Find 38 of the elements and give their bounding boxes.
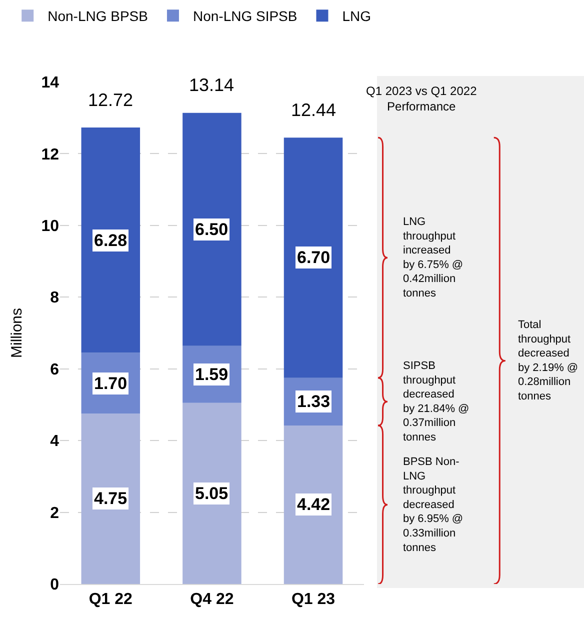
text: SIPSB throughput decreased by 21.84% @ 0.37million tonnes bbox=[403, 360, 470, 444]
text: BPSB Non- LNG throughput decreased by 6.95% @ 0.33million tonnes bbox=[403, 456, 464, 554]
y-tick-label: 4 bbox=[50, 433, 60, 450]
data-label: 5.05 bbox=[195, 484, 228, 503]
data-label: 1.59 bbox=[195, 365, 228, 384]
bar bbox=[81, 128, 140, 353]
data-label: 1.33 bbox=[297, 392, 330, 411]
legend-label: Non-LNG BPSB bbox=[48, 8, 148, 24]
data-label: 4.75 bbox=[94, 489, 128, 508]
x-tick-label: Q1 23 bbox=[291, 591, 336, 608]
y-tick-label: 2 bbox=[50, 504, 60, 522]
total-label: 12.72 bbox=[88, 90, 134, 110]
legend-label: LNG bbox=[342, 8, 372, 24]
total-label: 12.44 bbox=[291, 100, 336, 120]
y-tick-label: 0 bbox=[50, 576, 60, 594]
y-axis-title: Millions bbox=[8, 308, 26, 358]
data-label: 6.70 bbox=[297, 248, 330, 267]
data-label: 6.28 bbox=[94, 231, 128, 250]
text: LNG throughput increased by 6.75% @ 0.42million tonnes bbox=[403, 216, 464, 300]
text: Total throughput decreased by 2.19% @ 0.28million tonnes bbox=[518, 319, 578, 402]
bar bbox=[284, 138, 343, 378]
y-tick-label: 6 bbox=[50, 361, 60, 378]
bar bbox=[182, 112, 242, 346]
y-tick-label: 12 bbox=[41, 146, 60, 164]
bar bbox=[182, 402, 242, 584]
bar bbox=[284, 426, 343, 584]
y-tick-label: 10 bbox=[41, 218, 60, 236]
data-label: 4.42 bbox=[297, 495, 330, 514]
data-label: 6.50 bbox=[195, 220, 228, 239]
x-tick-label: Q4 22 bbox=[190, 591, 234, 608]
y-tick-label: 8 bbox=[50, 290, 60, 307]
text: Q1 2023 vs Q1 2022 Performance bbox=[366, 84, 478, 114]
y-tick-label: 14 bbox=[41, 74, 60, 92]
x-tick-label: Q1 22 bbox=[88, 591, 133, 608]
data-label: 1.70 bbox=[94, 374, 128, 393]
legend-label: Non-LNG SIPSB bbox=[192, 8, 298, 24]
bar bbox=[81, 414, 140, 584]
total-label: 13.14 bbox=[189, 75, 234, 95]
